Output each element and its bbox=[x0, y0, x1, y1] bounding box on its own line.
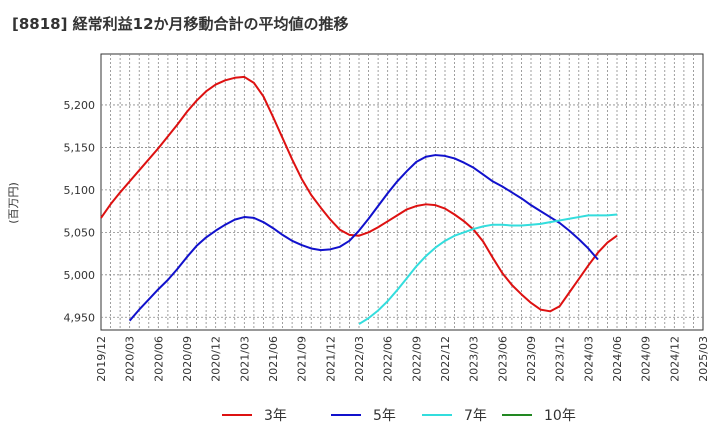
legend-label: 7年 bbox=[464, 408, 487, 424]
series-line-3年 bbox=[100, 75, 618, 313]
y-tick-label: 5,150 bbox=[64, 141, 96, 154]
x-tick-label: 2021/06 bbox=[267, 336, 280, 382]
series-line-5年 bbox=[128, 154, 599, 322]
y-tick-label: 5,200 bbox=[64, 99, 96, 112]
x-tick-label: 2020/12 bbox=[210, 336, 223, 382]
series-lines bbox=[100, 75, 618, 325]
y-tick-label: 5,050 bbox=[64, 226, 96, 239]
x-tick-label: 2019/12 bbox=[95, 336, 108, 382]
x-axis: 2019/12 2020/03 2020/06 2020/09 2020/12 2021/… bbox=[95, 336, 710, 382]
y-tick-label: 4,950 bbox=[64, 311, 96, 324]
x-tick-label: 2024/12 bbox=[668, 336, 681, 382]
x-tick-label: 2023/06 bbox=[496, 336, 509, 382]
legend-label: 3年 bbox=[264, 408, 287, 424]
y-tick-label: 5,000 bbox=[64, 269, 96, 282]
grid bbox=[101, 54, 703, 330]
x-tick-label: 2024/06 bbox=[611, 336, 624, 382]
x-tick-label: 2022/09 bbox=[410, 336, 423, 382]
y-axis: 4,950 5,000 5,050 5,100 5,150 5,200 bbox=[64, 99, 96, 324]
x-tick-label: 2023/12 bbox=[554, 336, 567, 382]
plot-area bbox=[100, 53, 704, 331]
x-tick-label: 2023/03 bbox=[468, 336, 481, 382]
x-tick-label: 2024/03 bbox=[582, 336, 595, 382]
x-tick-label: 2022/12 bbox=[439, 336, 452, 382]
x-tick-label: 2021/09 bbox=[296, 336, 309, 382]
series-line-7年 bbox=[358, 213, 618, 325]
x-tick-label: 2021/03 bbox=[238, 336, 251, 382]
x-tick-label: 2021/12 bbox=[324, 336, 337, 382]
x-tick-label: 2020/09 bbox=[181, 336, 194, 382]
x-tick-label: 2020/03 bbox=[124, 336, 137, 382]
x-tick-label: 2025/03 bbox=[697, 336, 710, 382]
x-tick-label: 2024/09 bbox=[640, 336, 653, 382]
x-tick-label: 2020/06 bbox=[152, 336, 165, 382]
chart-title: [8818] 経常利益12か月移動合計の平均値の推移 bbox=[12, 15, 349, 33]
legend: 3年 5年 7年 10年 bbox=[222, 408, 576, 424]
x-tick-label: 2022/03 bbox=[353, 336, 366, 382]
legend-label: 10年 bbox=[544, 408, 576, 424]
y-tick-label: 5,100 bbox=[64, 184, 96, 197]
x-tick-label: 2022/06 bbox=[382, 336, 395, 382]
x-tick-label: 2023/09 bbox=[525, 336, 538, 382]
legend-label: 5年 bbox=[373, 408, 396, 424]
y-axis-label: (百万円) bbox=[7, 182, 20, 224]
